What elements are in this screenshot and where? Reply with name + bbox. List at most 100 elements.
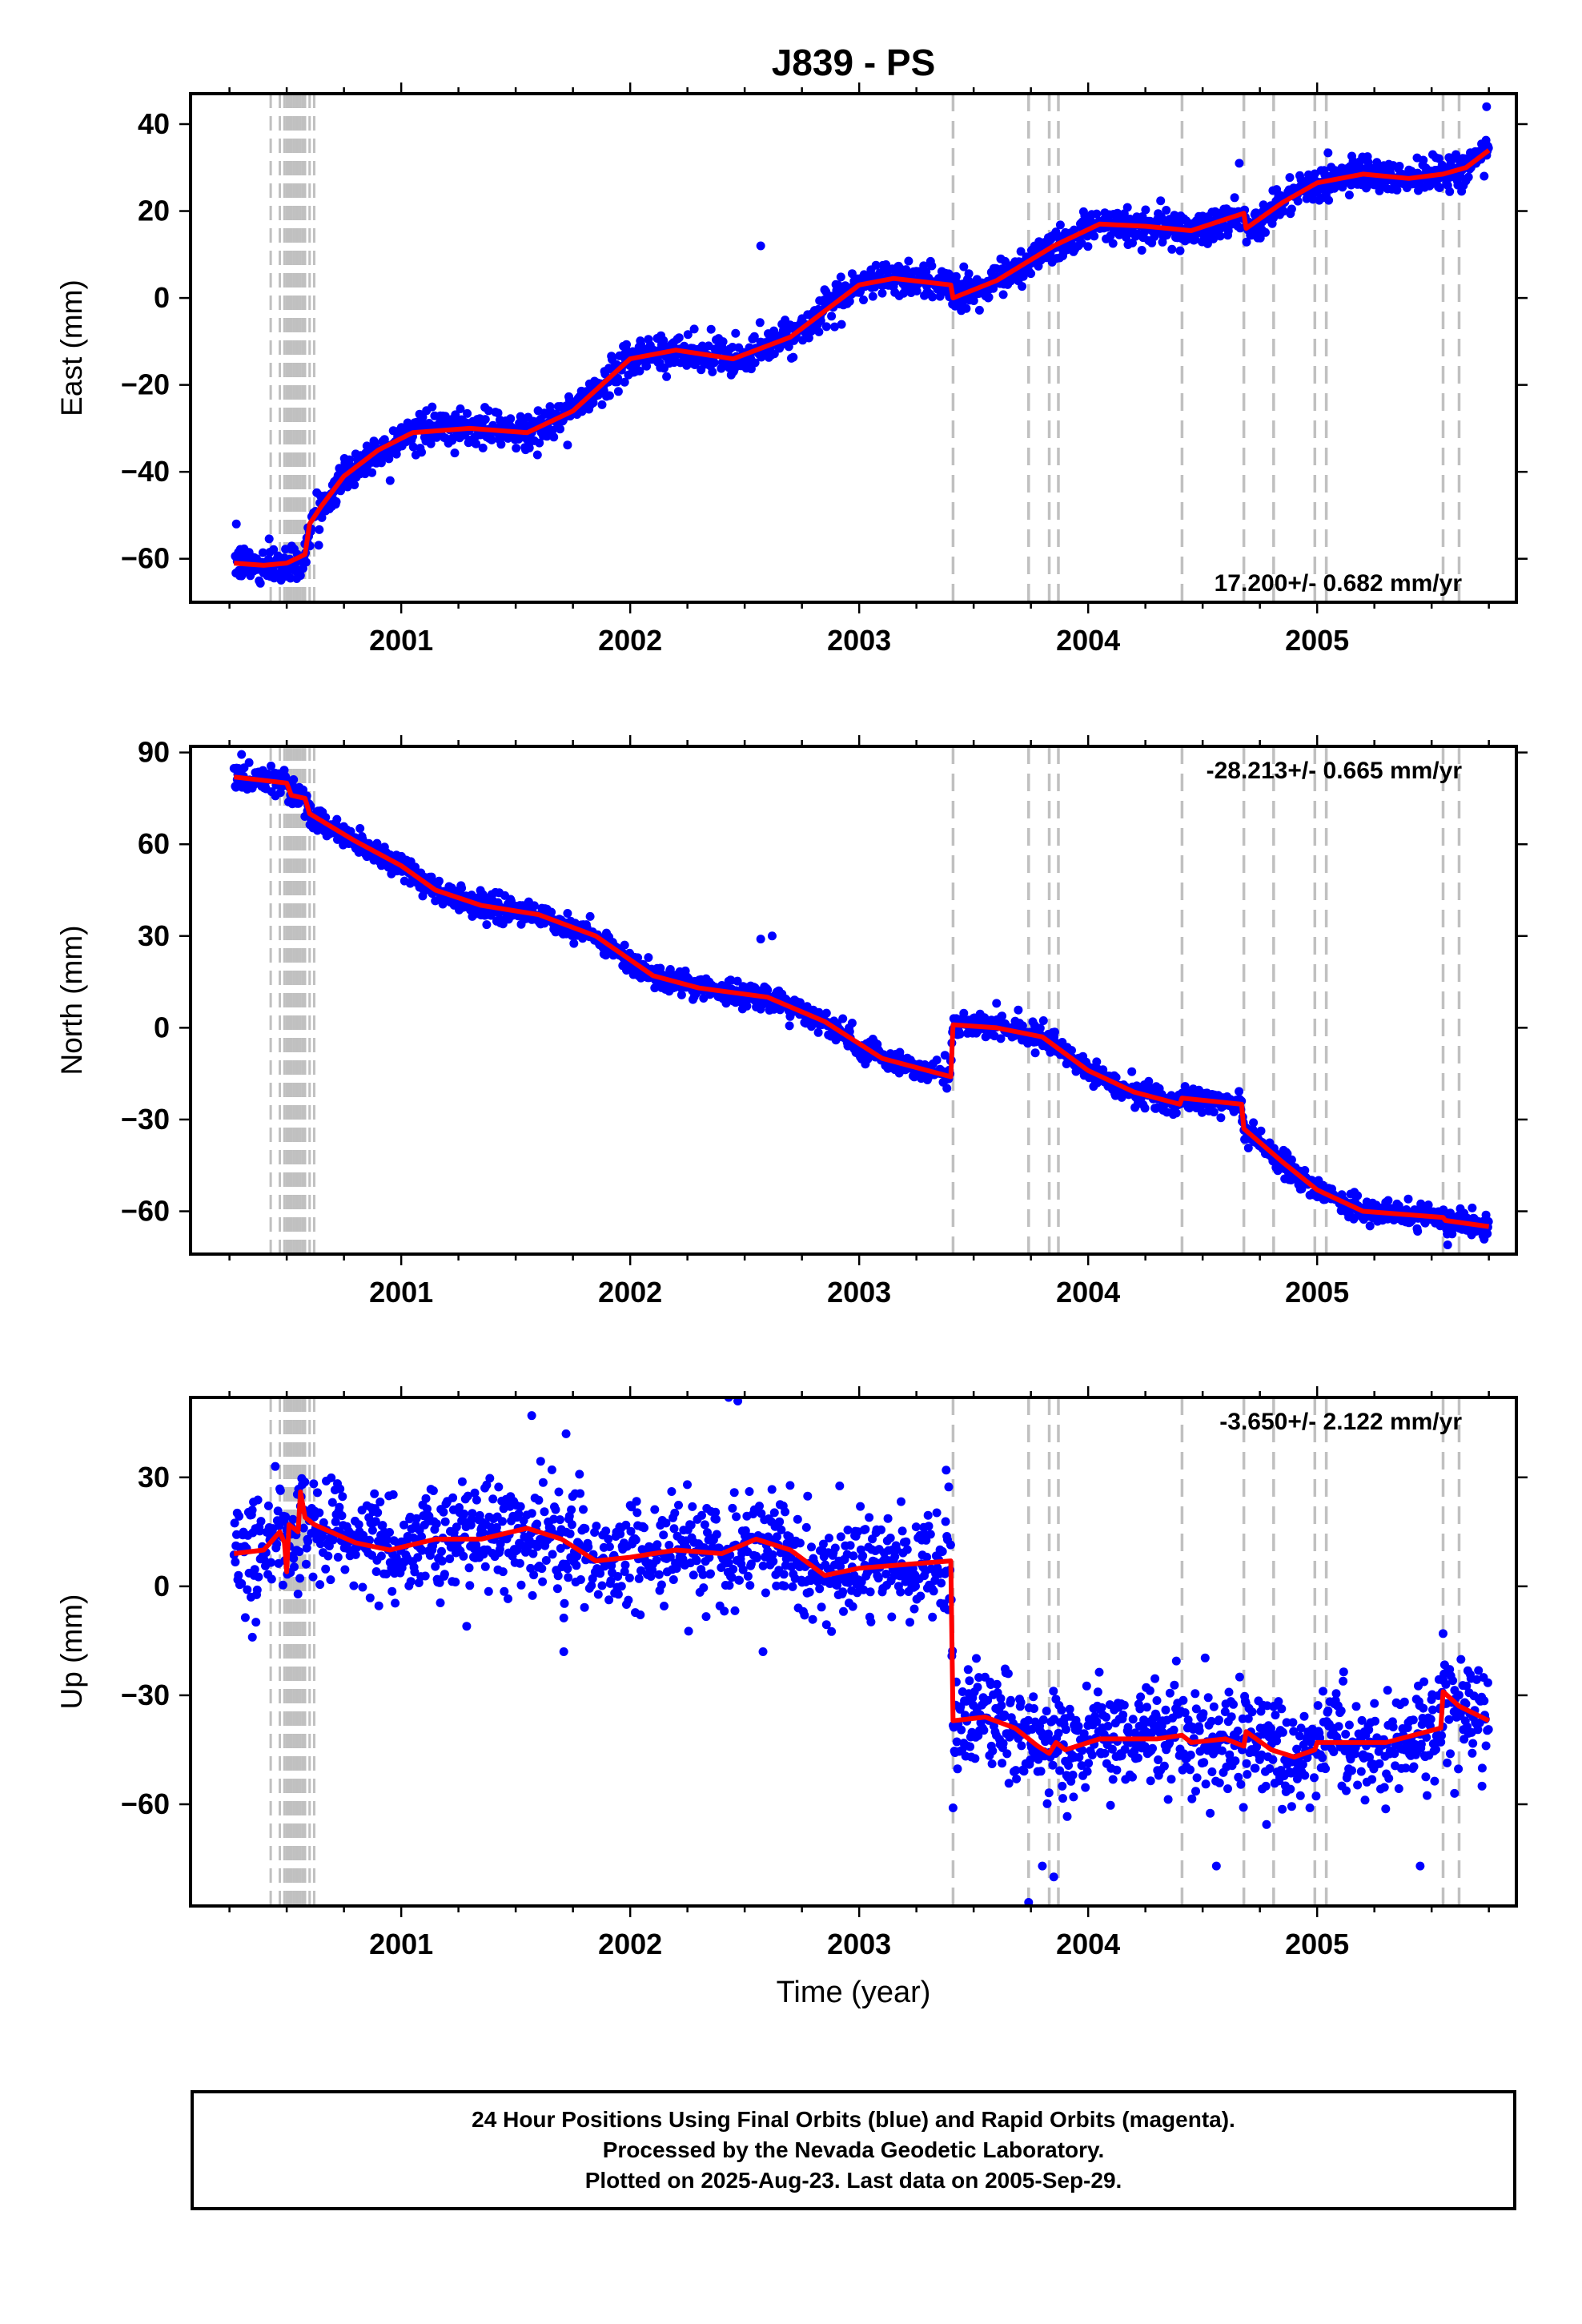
data-point — [406, 1577, 416, 1586]
data-point — [613, 373, 623, 383]
y-tick-label: 60 — [138, 827, 170, 860]
data-point — [536, 1457, 545, 1466]
data-point — [488, 1494, 498, 1504]
data-point — [576, 1575, 585, 1584]
data-point — [712, 1530, 721, 1539]
data-point — [769, 1557, 778, 1566]
data-point — [303, 1537, 313, 1546]
data-point — [1468, 1203, 1477, 1212]
data-point — [496, 440, 506, 449]
data-point — [302, 1543, 311, 1553]
data-point — [315, 1539, 325, 1549]
data-point — [916, 1591, 926, 1601]
data-point — [720, 1606, 729, 1616]
data-point — [457, 883, 467, 893]
x-tick-label: 2002 — [598, 624, 662, 657]
data-point — [821, 1620, 831, 1630]
data-point — [677, 990, 686, 999]
data-point — [410, 1567, 420, 1577]
data-point — [613, 387, 623, 396]
data-point — [286, 573, 295, 583]
data-point — [547, 1465, 556, 1474]
data-point — [727, 1573, 737, 1582]
data-point — [750, 358, 760, 368]
data-point — [579, 1505, 588, 1514]
data-point — [944, 1482, 954, 1492]
data-point — [705, 1553, 714, 1562]
data-point — [560, 1598, 569, 1608]
data-point — [843, 1526, 853, 1534]
y-tick-label: 20 — [138, 195, 170, 227]
data-point — [1014, 1005, 1023, 1015]
data-point — [263, 1501, 273, 1510]
data-point — [735, 1575, 744, 1585]
data-point — [323, 1551, 333, 1561]
data-point — [885, 1534, 895, 1542]
x-tick-label: 2005 — [1285, 624, 1349, 657]
data-point — [781, 328, 791, 338]
data-point — [604, 1595, 614, 1605]
x-tick-label: 2002 — [598, 1276, 662, 1309]
data-point — [871, 260, 881, 270]
data-point — [669, 1524, 679, 1534]
data-point — [534, 1495, 544, 1505]
data-point — [818, 1539, 828, 1549]
data-point — [538, 1577, 548, 1586]
data-point — [665, 965, 675, 974]
data-point — [537, 1564, 547, 1574]
data-point — [1035, 1023, 1045, 1033]
data-point — [1419, 155, 1428, 165]
data-point — [515, 1558, 524, 1568]
data-point — [255, 1526, 264, 1536]
data-point — [373, 1508, 383, 1518]
data-point — [437, 1546, 446, 1556]
data-point — [256, 1517, 266, 1526]
data-point — [337, 1511, 347, 1521]
data-point — [585, 911, 595, 921]
data-point — [911, 1582, 920, 1591]
data-point — [487, 435, 496, 444]
data-point — [732, 1512, 741, 1522]
data-point — [413, 1553, 423, 1562]
data-point — [1413, 1227, 1423, 1236]
data-point — [335, 1502, 344, 1512]
data-point — [998, 1011, 1007, 1021]
data-point — [580, 1524, 590, 1534]
data-point — [1256, 1126, 1266, 1136]
data-point — [295, 1547, 304, 1557]
data-point — [374, 1601, 383, 1610]
y-tick-label: 90 — [138, 736, 170, 769]
data-point — [567, 1520, 576, 1530]
data-point — [636, 1610, 645, 1619]
data-point — [421, 1494, 431, 1503]
data-point — [480, 1562, 490, 1571]
data-point — [932, 1508, 942, 1518]
x-tick-label: 2001 — [369, 624, 433, 657]
data-point — [580, 1602, 589, 1612]
data-point — [457, 1477, 467, 1486]
data-point — [684, 1626, 693, 1636]
data-point — [331, 1517, 340, 1526]
data-point — [813, 1027, 823, 1037]
data-point — [301, 1559, 311, 1569]
data-point — [1443, 1240, 1452, 1250]
data-point — [308, 1572, 318, 1582]
data-point — [1283, 1149, 1292, 1159]
data-point — [923, 1510, 933, 1520]
data-point — [253, 1495, 263, 1505]
data-point — [230, 1518, 239, 1528]
x-tick-label: 2003 — [827, 1276, 891, 1309]
data-point — [959, 262, 969, 271]
data-point — [887, 1612, 897, 1622]
data-point — [928, 1612, 938, 1622]
y-tick-label: 40 — [138, 107, 170, 140]
data-point — [358, 1582, 367, 1592]
data-point — [866, 1617, 876, 1626]
data-point — [553, 1571, 563, 1581]
data-point — [284, 566, 293, 576]
data-point — [255, 578, 265, 588]
x-tick-label: 2003 — [827, 624, 891, 657]
data-point — [391, 1598, 400, 1608]
data-point — [299, 1523, 308, 1533]
